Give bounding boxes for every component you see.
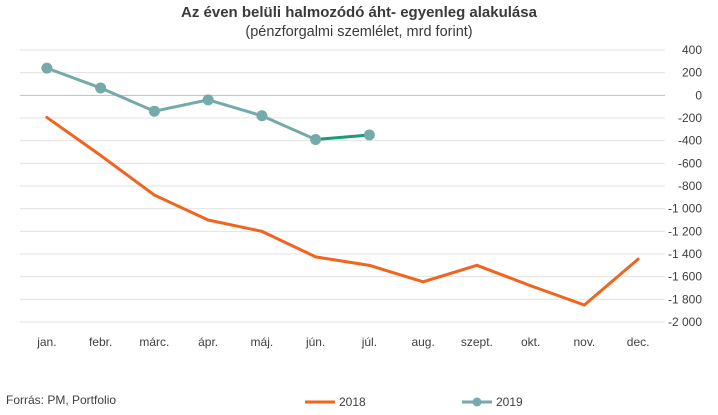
chart-title: Az éven belüli halmozódó áht- egyenleg a… — [181, 4, 537, 21]
series-2018-segment — [99, 153, 156, 197]
y-tick-label: 200 — [682, 66, 702, 80]
series-2019-segment — [152, 98, 210, 113]
x-tick-label: júl. — [361, 335, 377, 349]
y-tick-label: -200 — [678, 111, 702, 125]
series-2018-segment — [421, 263, 479, 284]
legend-item-2018: 2018 — [305, 395, 366, 409]
x-tick-label: szept. — [461, 335, 493, 349]
x-tick-label: okt. — [521, 335, 540, 349]
series-2019-point — [256, 110, 268, 122]
line-chart: 400 200 0 -200 -400 -600 -800 -1 000 -1 200 -1 40… — [20, 43, 702, 349]
series-2019-segment — [206, 98, 264, 118]
y-tick-label: -2 000 — [668, 315, 702, 329]
x-tick-label: jan. — [36, 335, 56, 349]
series-2019-point — [95, 82, 107, 94]
gridlines — [20, 49, 665, 323]
series-lines — [41, 62, 640, 307]
y-tick-label: -1 600 — [668, 270, 702, 284]
legend-item-2019: 2019 — [462, 395, 523, 409]
series-2019-segment — [99, 86, 156, 113]
legend-line-2019 — [462, 397, 492, 407]
series-2019-segment — [45, 66, 103, 90]
x-tick-label: márc. — [139, 335, 169, 349]
y-axis-ticks: 400 200 0 -200 -400 -600 -800 -1 000 -1 200 -1 40… — [668, 43, 702, 329]
y-tick-label: -1 200 — [668, 224, 702, 238]
series-2018-segment — [367, 263, 425, 284]
legend-line-2018 — [305, 400, 335, 404]
series-2019-point — [310, 134, 322, 146]
y-tick-label: -400 — [678, 134, 702, 148]
series-2018-segment — [475, 263, 533, 288]
series-2019-point — [41, 62, 53, 74]
series-2018-segment — [314, 255, 371, 267]
series-2018-segment — [45, 115, 103, 157]
y-tick-label: -1 000 — [668, 202, 702, 216]
series-2019-segment — [260, 114, 318, 142]
x-tick-label: máj. — [251, 335, 274, 349]
series-2018-segment — [260, 229, 318, 259]
series-2019-point — [363, 129, 375, 141]
y-tick-label: 0 — [695, 88, 702, 102]
series-2018-segment — [152, 193, 210, 222]
y-tick-label: -1 400 — [668, 247, 702, 261]
x-tick-label: dec. — [627, 335, 650, 349]
series-2018-segment — [582, 257, 640, 307]
x-tick-label: jún. — [305, 335, 325, 349]
y-tick-label: -1 800 — [668, 292, 702, 306]
legend-label-2019: 2019 — [496, 395, 523, 409]
x-tick-label: nov. — [573, 335, 595, 349]
series-2018-segment — [206, 218, 264, 233]
x-tick-label: aug. — [411, 335, 434, 349]
chart-subtitle: (pénzforgalmi szemlélet, mrd forint) — [245, 24, 473, 40]
series-2019-point — [202, 94, 214, 106]
y-tick-label: -800 — [678, 179, 702, 193]
x-tick-label: febr. — [89, 335, 112, 349]
y-tick-label: -600 — [678, 156, 702, 170]
source-note: Forrás: PM, Portfolio — [6, 393, 117, 407]
x-tick-label: ápr. — [198, 335, 218, 349]
series-2019-point — [148, 105, 160, 117]
legend-label-2018: 2018 — [339, 395, 366, 409]
y-tick-label: 400 — [682, 43, 702, 57]
series-2019-segment — [314, 133, 371, 142]
series-2018-segment — [529, 284, 586, 307]
x-axis-ticks: jan. febr. márc. ápr. máj. jún. júl. aug. szept.… — [36, 335, 649, 349]
